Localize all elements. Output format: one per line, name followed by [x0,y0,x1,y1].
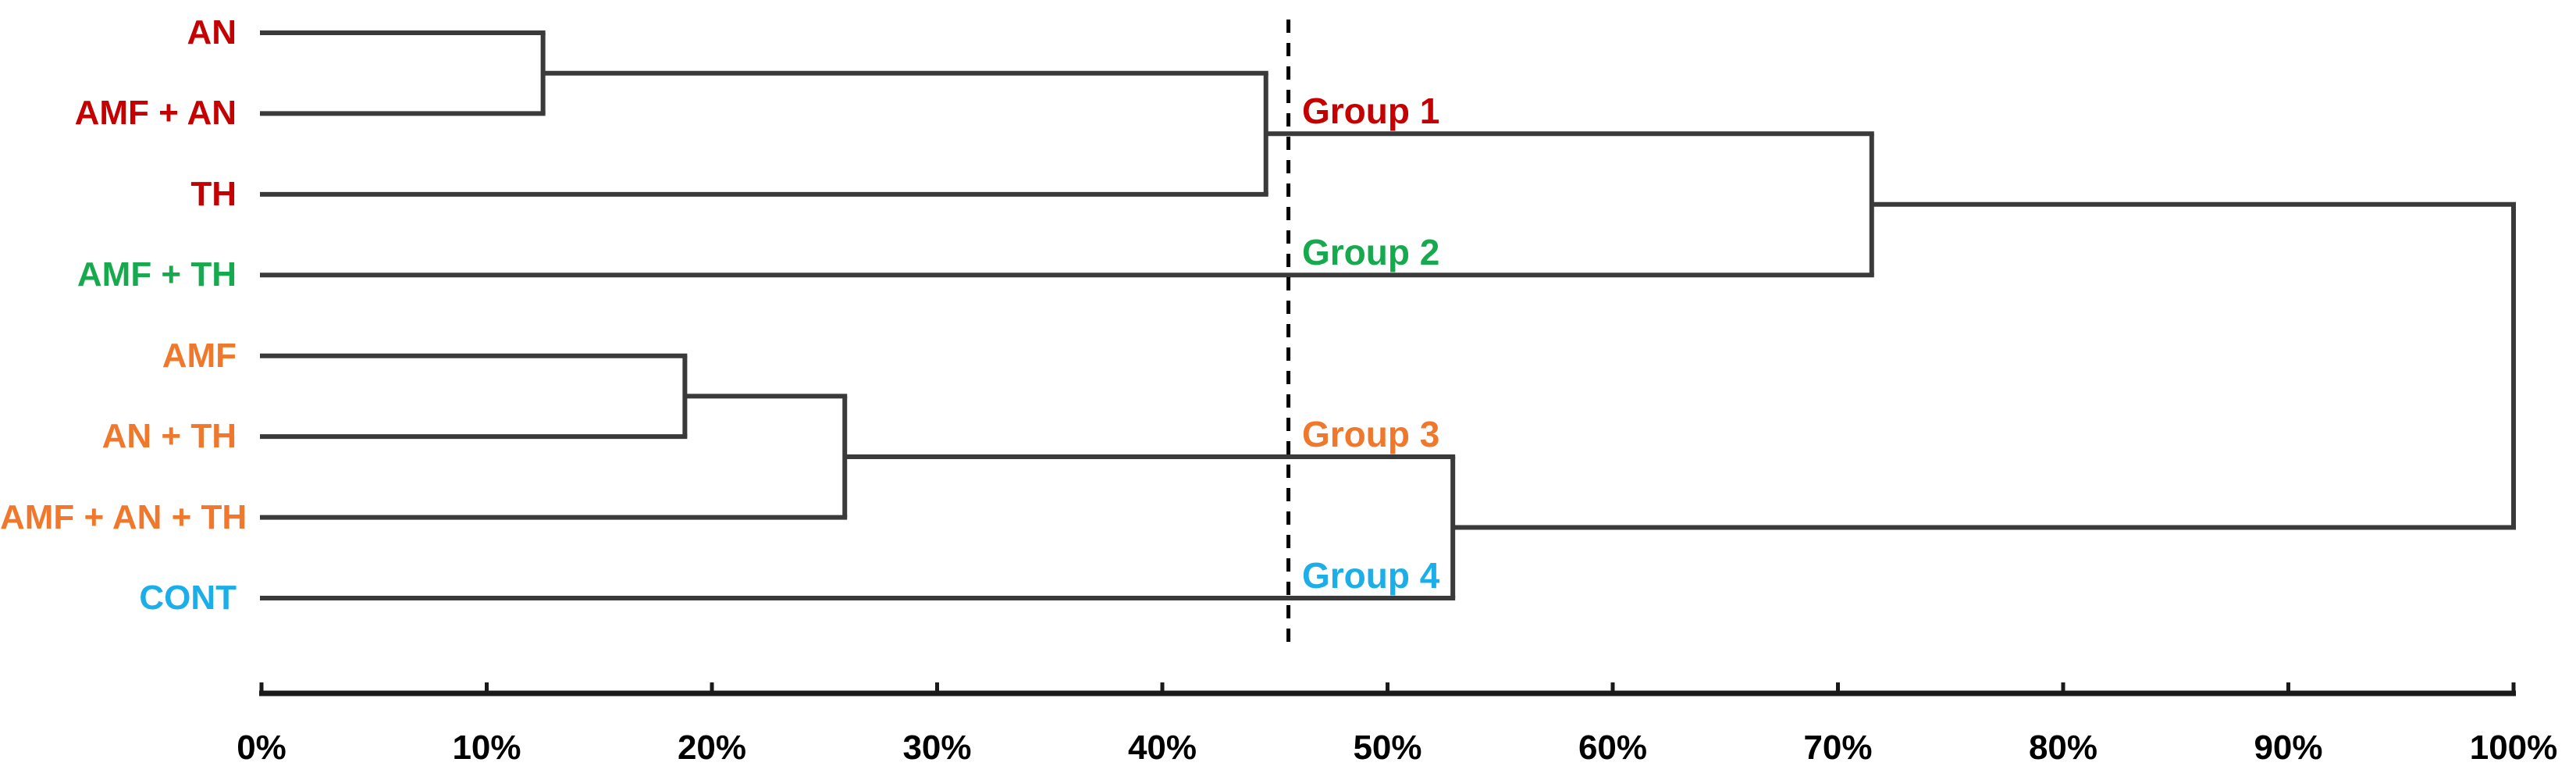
axis-tick-label-100: 100% [2469,728,2558,767]
axis-tick-label-40: 40% [1127,728,1197,767]
group-label-3: Group 3 [1302,414,1440,454]
axis-tick-label-10: 10% [452,728,521,767]
group-label-1: Group 1 [1302,91,1440,132]
axis-tick-label-70: 70% [1803,728,1873,767]
axis-tick-label-80: 80% [2028,728,2098,767]
leaf-label-cont: CONT [139,579,237,617]
group-label-4: Group 4 [1302,555,1440,596]
leaf-label-th: TH [190,174,237,213]
axis-tick-label-0: 0% [237,728,286,767]
leaf-label-amf-th: AMF + TH [76,255,237,294]
axis-tick-label-30: 30% [902,728,972,767]
group-label-2: Group 2 [1302,232,1440,273]
axis-tick-label-20: 20% [677,728,747,767]
leaf-label-an: AN [187,13,237,52]
axis-tick-label-60: 60% [1578,728,1648,767]
leaf-label-amf: AMF [162,336,237,375]
leaf-label-amf-an-th: AMF + AN + TH [0,497,247,536]
leaf-label-amf-an: AMF + AN [74,94,237,133]
leaf-label-an-th: AN + TH [101,417,237,456]
axis-tick-label-50: 50% [1353,728,1422,767]
axis-tick-label-90: 90% [2254,728,2323,767]
